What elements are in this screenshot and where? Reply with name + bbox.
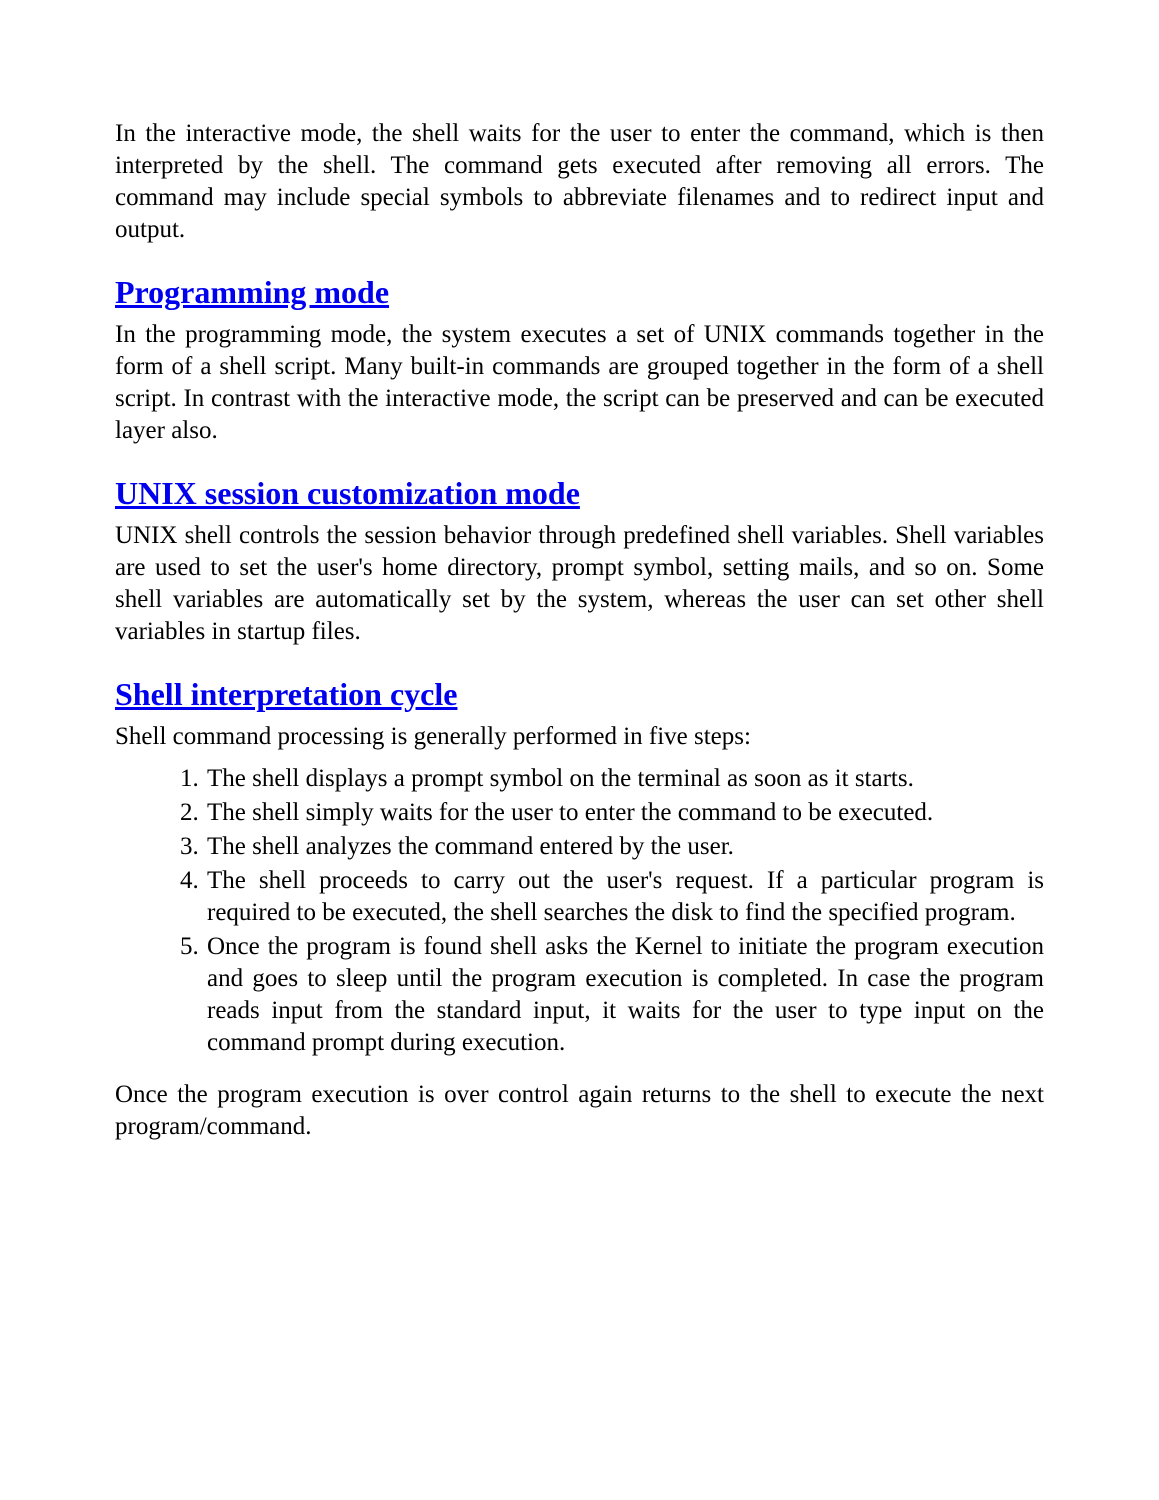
programming-mode-body: In the programming mode, the system exec… (115, 319, 1044, 447)
heading-unix-session-customization[interactable]: UNIX session customization mode (115, 475, 1044, 512)
list-item: The shell proceeds to carry out the user… (205, 865, 1044, 929)
shell-cycle-steps-list: The shell displays a prompt symbol on th… (115, 763, 1044, 1059)
list-item: The shell analyzes the command entered b… (205, 831, 1044, 863)
heading-programming-mode[interactable]: Programming mode (115, 274, 1044, 311)
document-page: In the interactive mode, the shell waits… (0, 0, 1159, 1500)
unix-session-body: UNIX shell controls the session behavior… (115, 520, 1044, 648)
shell-cycle-footer: Once the program execution is over contr… (115, 1079, 1044, 1143)
list-item: The shell displays a prompt symbol on th… (205, 763, 1044, 795)
list-item: Once the program is found shell asks the… (205, 931, 1044, 1059)
heading-shell-interpretation-cycle[interactable]: Shell interpretation cycle (115, 676, 1044, 713)
shell-cycle-intro: Shell command processing is generally pe… (115, 721, 1044, 753)
intro-paragraph: In the interactive mode, the shell waits… (115, 118, 1044, 246)
list-item: The shell simply waits for the user to e… (205, 797, 1044, 829)
